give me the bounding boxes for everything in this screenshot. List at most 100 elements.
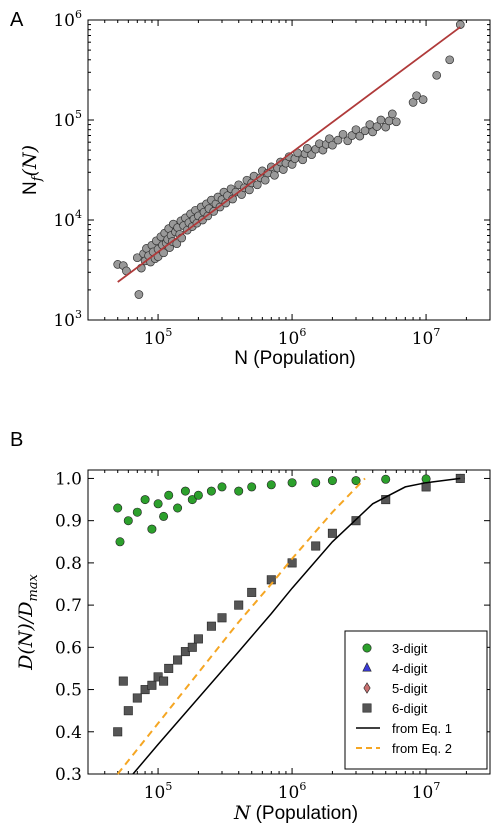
data-point [132, 693, 142, 703]
panel-b-axes: 105 106 107 0.3 0.4 0.5 0.6 0.7 0.8 0.9 1.0 [55, 469, 490, 803]
data-point [173, 503, 183, 513]
legend-label: 4-digit [392, 661, 428, 676]
y-tick-label: 0.3 [55, 765, 82, 785]
data-point [365, 120, 375, 129]
panel-a-points [113, 20, 465, 299]
panel-a-xlabel: N (Population) [234, 348, 355, 369]
panel-a-label: A [10, 9, 24, 31]
data-point [328, 140, 337, 150]
data-point [123, 706, 133, 716]
data-point [147, 524, 157, 534]
data-point [351, 476, 361, 486]
data-point [270, 170, 279, 180]
series-3-digit [113, 473, 465, 547]
data-point [132, 507, 142, 517]
data-point [187, 495, 197, 505]
x-tick-label: 106 [278, 780, 307, 803]
data-point [455, 20, 465, 29]
data-point [206, 621, 216, 631]
legend-label: from Eq. 2 [392, 741, 452, 756]
data-point [187, 642, 197, 652]
y-tick-label: 0.8 [55, 554, 82, 574]
y-tick-label: 0.9 [55, 512, 82, 532]
series-6-digit [113, 473, 465, 737]
y-tick-label: 103 [53, 308, 82, 331]
y-tick-label: 0.6 [55, 638, 82, 658]
data-point [140, 495, 150, 505]
data-point [193, 634, 203, 644]
legend-label: from Eq. 1 [392, 721, 452, 736]
y-tick-label: 0.7 [55, 596, 82, 616]
panel-b-xlabel-symbol: N [233, 802, 252, 824]
data-point [134, 290, 144, 299]
panel-b: B 105 106 107 0.3 0.4 0.5 0.6 0.7 0.8 0.9 1.0 N (Po… [10, 429, 491, 824]
fit-line [117, 26, 461, 283]
x-tick-label: 105 [144, 780, 173, 803]
panel-a-ylabel: Nf(N) [19, 145, 45, 195]
data-point [418, 95, 428, 104]
data-point [193, 490, 203, 500]
data-point [234, 486, 244, 496]
legend-label: 3-digit [392, 641, 428, 656]
panel-b-label: B [10, 429, 23, 451]
legend-marker [362, 703, 372, 713]
panel-b-lines [116, 477, 461, 775]
data-point [252, 180, 262, 190]
data-point [311, 478, 321, 488]
y-tick-label: 1.0 [55, 469, 82, 489]
data-point [153, 499, 163, 509]
data-point [247, 587, 257, 597]
panel-b-ylabel: D(N)/Dmax [15, 573, 41, 670]
data-point [217, 613, 227, 623]
data-point [118, 676, 128, 686]
legend-marker [362, 643, 372, 653]
data-point [387, 109, 397, 119]
y-tick-label: 0.4 [55, 723, 82, 743]
data-point [113, 727, 123, 737]
panel-b-xlabel-text: (Population) [256, 803, 358, 824]
data-point [217, 482, 227, 492]
data-point [333, 135, 343, 145]
data-point [408, 98, 418, 107]
x-tick-label: 107 [412, 326, 441, 349]
data-point [147, 680, 157, 690]
data-point [260, 175, 270, 185]
panel-b-xlabel: N (Population) [233, 802, 358, 824]
data-point [351, 516, 361, 526]
data-point [159, 676, 169, 686]
data-point [172, 239, 182, 249]
panel-a-axes: 105 106 107 103 104 105 106 [53, 8, 490, 349]
data-point [381, 474, 391, 484]
data-point [123, 516, 133, 526]
panel-b-legend: 3-digit 4-digit 5-digit 6-digit from Eq. 1 fr… [344, 630, 488, 770]
data-point [164, 490, 174, 500]
legend-label: 5-digit [392, 681, 428, 696]
data-point [412, 91, 421, 101]
data-point [372, 122, 382, 131]
data-point [391, 117, 401, 127]
data-point [247, 482, 257, 492]
legend-box [344, 630, 488, 770]
data-point [327, 528, 337, 538]
panel-a-fit-line [117, 26, 461, 283]
legend-label: 6-digit [392, 701, 428, 716]
data-point [159, 511, 169, 521]
x-tick-label: 107 [412, 780, 441, 803]
data-point [376, 115, 386, 125]
legend-marker [362, 662, 372, 672]
data-point [302, 144, 312, 153]
data-point [234, 600, 244, 610]
data-point [180, 486, 190, 496]
data-point [206, 486, 216, 496]
data-point [113, 503, 123, 513]
data-point [164, 663, 174, 673]
x-tick-label: 106 [278, 326, 307, 349]
panel-b-points [113, 473, 465, 737]
panel-a: A 105 106 107 103 104 105 106 N (Population) N… [10, 8, 491, 369]
panel-a-plot-area [87, 19, 491, 321]
x-tick-label: 105 [144, 326, 173, 349]
data-point [115, 537, 125, 547]
curve-from Eq. 2 [116, 477, 366, 775]
data-point [351, 125, 361, 135]
